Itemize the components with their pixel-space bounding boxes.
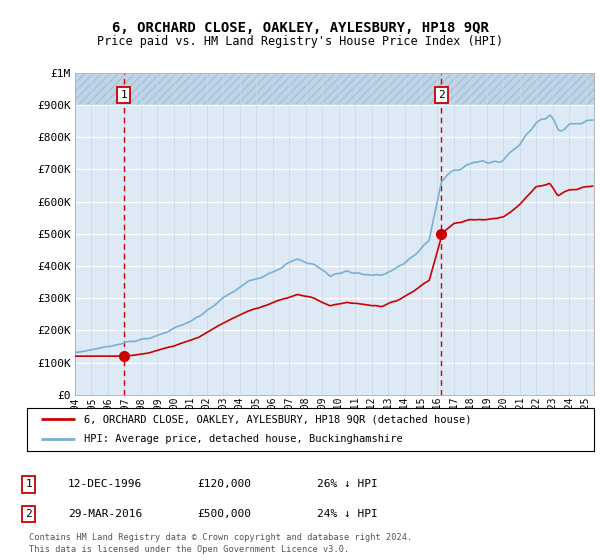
Text: 2: 2 bbox=[25, 509, 32, 519]
Text: £120,000: £120,000 bbox=[197, 479, 251, 489]
Text: 2: 2 bbox=[438, 90, 445, 100]
Text: £500,000: £500,000 bbox=[197, 509, 251, 519]
Text: HPI: Average price, detached house, Buckinghamshire: HPI: Average price, detached house, Buck… bbox=[84, 434, 403, 444]
Text: 6, ORCHARD CLOSE, OAKLEY, AYLESBURY, HP18 9QR: 6, ORCHARD CLOSE, OAKLEY, AYLESBURY, HP1… bbox=[112, 21, 488, 35]
Text: 24% ↓ HPI: 24% ↓ HPI bbox=[317, 509, 377, 519]
Text: 6, ORCHARD CLOSE, OAKLEY, AYLESBURY, HP18 9QR (detached house): 6, ORCHARD CLOSE, OAKLEY, AYLESBURY, HP1… bbox=[84, 414, 471, 424]
Text: 29-MAR-2016: 29-MAR-2016 bbox=[68, 509, 142, 519]
Text: 1: 1 bbox=[120, 90, 127, 100]
Text: 26% ↓ HPI: 26% ↓ HPI bbox=[317, 479, 377, 489]
Text: 12-DEC-1996: 12-DEC-1996 bbox=[68, 479, 142, 489]
Text: Price paid vs. HM Land Registry's House Price Index (HPI): Price paid vs. HM Land Registry's House … bbox=[97, 35, 503, 48]
Text: Contains HM Land Registry data © Crown copyright and database right 2024.: Contains HM Land Registry data © Crown c… bbox=[29, 533, 412, 542]
Text: 1: 1 bbox=[25, 479, 32, 489]
Text: This data is licensed under the Open Government Licence v3.0.: This data is licensed under the Open Gov… bbox=[29, 545, 349, 554]
